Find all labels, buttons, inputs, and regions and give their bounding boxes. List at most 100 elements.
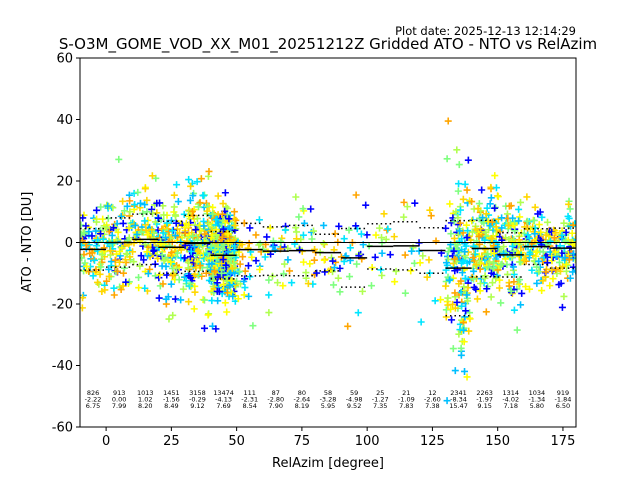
data-point [105,265,113,273]
data-point [533,263,541,271]
data-point [345,226,353,234]
data-point [184,264,192,272]
data-point [400,213,408,221]
bin-std-label: 5.95 [321,402,335,410]
data-point [565,200,573,208]
data-point [507,287,515,295]
data-point [432,237,440,245]
data-point [299,205,307,213]
data-point [362,201,370,209]
data-point [510,306,518,314]
data-point [228,276,236,284]
data-point [535,268,543,276]
data-point [416,259,424,267]
data-point [517,198,525,206]
data-point [302,269,310,277]
data-point [535,221,543,229]
data-point [212,216,220,224]
data-point [568,229,576,237]
data-point [470,267,478,275]
data-point [122,278,130,286]
data-point [265,291,273,299]
data-point [472,261,480,269]
data-point [510,247,518,255]
data-point [552,248,560,256]
data-point [492,184,500,192]
data-point [197,175,205,183]
data-point [209,203,217,211]
data-point [463,373,471,381]
data-point [357,230,365,238]
data-point [451,289,459,297]
data-point [228,264,236,272]
data-point [304,280,312,288]
data-point [203,207,211,215]
bin-std-label: 7.38 [425,402,439,410]
data-point [191,288,199,296]
data-point [539,277,547,285]
data-point [292,224,300,232]
data-point [261,253,269,261]
bin-count-label: 25 [376,389,384,397]
data-point [248,253,256,261]
data-point [246,224,254,232]
data-point [103,277,111,285]
data-point [542,268,550,276]
data-point [479,214,487,222]
data-point [566,274,574,282]
data-point [442,313,450,321]
bin-std-label: 8.20 [138,402,152,410]
data-point [491,204,499,212]
data-point [130,220,138,228]
bin-std-label: 7.99 [112,402,126,410]
data-point [193,178,201,186]
data-point [458,235,466,243]
bin-statistics-lines [80,213,576,317]
bin-mean-label: -1.27 [372,396,389,404]
data-point [538,287,546,295]
data-point [173,249,181,257]
data-point [475,252,483,260]
data-point [380,210,388,218]
data-point [221,299,229,307]
data-point [189,212,197,220]
x-axis-title: RelAzim [degree] [272,456,384,471]
data-point [383,226,391,234]
data-point [187,247,195,255]
data-point [526,250,534,258]
data-point [495,284,503,292]
data-point [528,266,536,274]
data-point [194,247,202,255]
data-point [170,203,178,211]
data-point [522,237,530,245]
data-point [449,345,457,353]
x-tick-label: 25 [163,434,180,449]
data-point [378,271,386,279]
data-point [523,217,531,225]
data-point [280,260,288,268]
data-point [378,249,386,257]
data-point [200,296,208,304]
data-point [288,279,296,287]
data-point [269,243,277,251]
data-point [492,223,500,231]
data-point [426,206,434,214]
bin-count-label: 21 [402,389,410,397]
data-point [136,199,144,207]
bin-count-label: 1034 [529,389,546,397]
data-point [470,275,478,283]
y-tick-label: 40 [56,113,73,128]
data-point [120,207,128,215]
data-point [139,209,147,217]
data-point [230,208,238,216]
data-point [527,247,535,255]
bin-std-label: 7.69 [216,402,230,410]
data-point [151,218,159,226]
data-point [482,228,490,236]
data-point [487,293,495,301]
data-point [340,235,348,243]
data-point [226,269,234,277]
data-point [168,217,176,225]
data-point [236,260,244,268]
y-axis-title: ATO - NTO [DU] [20,192,35,293]
